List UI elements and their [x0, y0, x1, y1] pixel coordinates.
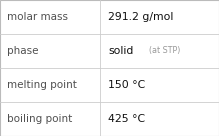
- Text: 291.2 g/mol: 291.2 g/mol: [108, 12, 174, 22]
- Text: 425 °C: 425 °C: [108, 114, 146, 124]
- Bar: [100, 102, 219, 136]
- Bar: [0, 68, 100, 102]
- Text: boiling point: boiling point: [7, 114, 72, 124]
- Text: molar mass: molar mass: [7, 12, 68, 22]
- Bar: [0, 102, 100, 136]
- Bar: [100, 0, 219, 34]
- Bar: [100, 34, 219, 68]
- Text: (at STP): (at STP): [149, 47, 180, 55]
- Text: melting point: melting point: [7, 80, 76, 90]
- Text: solid: solid: [108, 46, 134, 56]
- Bar: [0, 34, 100, 68]
- Text: 150 °C: 150 °C: [108, 80, 146, 90]
- Bar: [0, 0, 100, 34]
- Bar: [100, 68, 219, 102]
- Text: phase: phase: [7, 46, 38, 56]
